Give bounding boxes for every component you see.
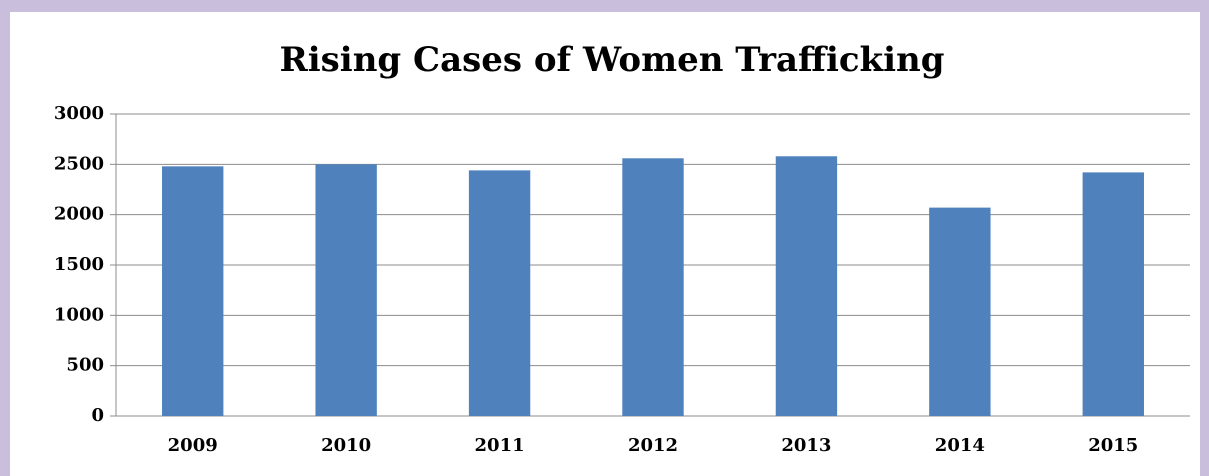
- x-tick-label: 2014: [935, 435, 985, 456]
- y-tick-label: 500: [66, 355, 104, 376]
- x-tick-label: 2009: [168, 435, 218, 456]
- x-tick-label: 2011: [475, 435, 525, 456]
- y-tick-label: 0: [91, 405, 104, 426]
- x-tick-label: 2015: [1088, 435, 1138, 456]
- bar: [622, 158, 684, 416]
- bar: [1082, 172, 1144, 416]
- y-tick-label: 1000: [54, 304, 104, 325]
- x-tick-label: 2013: [781, 435, 831, 456]
- bar: [929, 207, 991, 416]
- chart-title: Rising Cases of Women Trafficking: [279, 40, 944, 80]
- y-tick-label: 2000: [54, 204, 104, 225]
- x-tick-label: 2010: [321, 435, 371, 456]
- bar: [315, 164, 377, 416]
- bar: [468, 170, 531, 416]
- y-tick-label: 3000: [54, 103, 104, 124]
- x-tick-label: 2012: [628, 435, 678, 456]
- y-tick-label: 2500: [54, 153, 104, 174]
- bar: [162, 166, 224, 416]
- bar: [775, 156, 838, 416]
- y-tick-label: 1500: [54, 254, 104, 275]
